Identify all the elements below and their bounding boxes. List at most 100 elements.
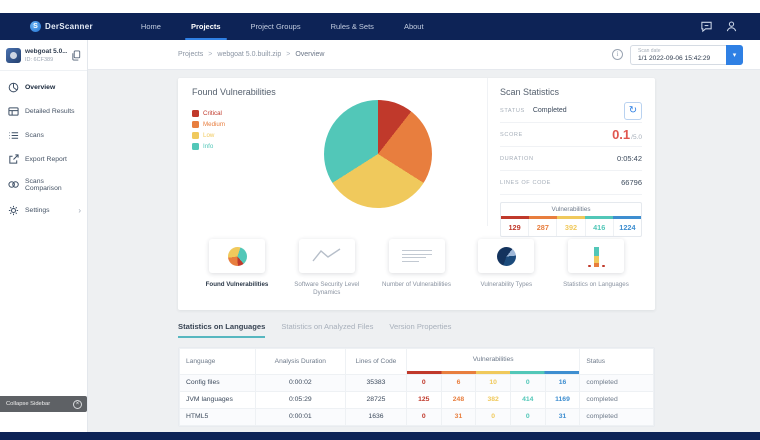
nav-item-about[interactable]: About: [403, 22, 424, 31]
top-strip: [0, 0, 760, 13]
content-area: Projects > webgoat 5.0.built.zip > Overv…: [88, 40, 760, 432]
found-vulnerabilities-pie-chart[interactable]: [324, 100, 432, 208]
status-row: STATUS Completed ↻: [500, 99, 642, 123]
line-chart-icon: [312, 248, 341, 262]
total-count: 1224: [612, 219, 641, 236]
breadcrumb: Projects > webgoat 5.0.built.zip > Overv…: [178, 51, 325, 58]
footer-strip: [0, 432, 760, 440]
list-lines-icon: [401, 250, 432, 262]
scan-statistics-panel: Scan Statistics STATUS Completed ↻ SCORE…: [487, 78, 655, 237]
sidebar-item-scans-comparison[interactable]: Scans Comparison: [0, 171, 87, 198]
sidebar: webgoat 5.0.... ID: 6CF389 Overview: [0, 40, 88, 432]
detailed-results-icon: [8, 106, 19, 117]
statistics-tabs: Statistics on Languages Statistics on An…: [178, 322, 655, 338]
sidebar-item-settings[interactable]: Settings ›: [0, 198, 87, 222]
tab-version-properties[interactable]: Version Properties: [389, 321, 452, 331]
medium-swatch: [192, 121, 199, 128]
collapse-sidebar-icon[interactable]: ×: [73, 399, 82, 409]
overview-icon: [8, 82, 19, 93]
card-statistics-on-languages[interactable]: Statistics on Languages: [555, 239, 637, 298]
language-cell: Config files: [179, 373, 256, 392]
breadcrumb-bar: Projects > webgoat 5.0.built.zip > Overv…: [88, 40, 760, 70]
card-found-vulnerabilities[interactable]: Found Vulnerabilities: [196, 239, 278, 298]
card-number-of-vulnerabilities[interactable]: Number of Vulnerabilities: [376, 239, 458, 298]
sidebar-item-scans[interactable]: Scans: [0, 123, 87, 147]
nav-item-projects[interactable]: Projects: [185, 13, 227, 40]
status-cell: completed: [579, 390, 654, 409]
info-swatch: [192, 143, 199, 150]
legend-item-critical[interactable]: Critical: [192, 110, 487, 117]
info-icon[interactable]: i: [612, 49, 623, 60]
vulnerabilities-summary-table: Vulnerabilities 129 287 392 416 1224: [500, 202, 642, 237]
table-row-html5: HTML5 0:00:01 1636 0 31 0 0 31 completed: [179, 407, 654, 426]
scan-date-value: 1/1 2022-09-06 15:42:29: [638, 54, 711, 62]
pie-chart-icon: [227, 246, 247, 266]
critical-swatch: [192, 110, 199, 117]
breadcrumb-current-page: Overview: [295, 51, 325, 58]
copy-project-id-icon[interactable]: [71, 48, 82, 61]
medium-count: 287: [528, 219, 556, 236]
scan-date-label: Scan date: [638, 47, 661, 54]
main-nav: Home Projects Project Groups Rules & Set…: [141, 13, 700, 40]
sidebar-item-export-report[interactable]: Export Report: [0, 147, 87, 171]
project-id: ID: 6CF389: [25, 57, 54, 63]
breadcrumb-separator: >: [208, 51, 213, 58]
project-header: webgoat 5.0.... ID: 6CF389: [0, 40, 87, 71]
sidebar-item-detailed-results[interactable]: Detailed Results: [0, 99, 87, 123]
settings-gear-icon: [8, 205, 19, 216]
col-header-vulnerabilities: Vulnerabilities: [405, 347, 581, 375]
legend-item-low[interactable]: Low: [192, 132, 487, 139]
language-cell: HTML5: [179, 407, 256, 426]
col-header-analysis-duration: Analysis Duration: [254, 347, 347, 375]
info-count: 416: [584, 219, 613, 236]
tab-statistics-on-languages[interactable]: Statistics on Languages: [178, 322, 266, 338]
languages-statistics-table: Language Analysis Duration Lines of Code…: [178, 346, 655, 427]
sidebar-menu: Overview Detailed Results Scans: [0, 71, 87, 222]
duration-row: DURATION 0:05:42: [500, 147, 642, 171]
card-vulnerability-types[interactable]: Vulnerability Types: [465, 239, 547, 298]
vulnerabilities-summary-header: Vulnerabilities: [551, 206, 591, 213]
table-row-jvm-languages: JVM languages 0:05:29 28725 125 248 382 …: [179, 390, 654, 409]
legend-item-medium[interactable]: Medium: [192, 121, 487, 128]
navbar: S DerScanner Home Projects Project Group…: [0, 13, 760, 40]
card-software-security-level-dynamics[interactable]: Software Security Level Dynamics: [286, 239, 368, 298]
duration-value: 0:05:42: [616, 154, 642, 163]
status-value: Completed: [532, 107, 567, 114]
widget-selector-row: Found Vulnerabilities Software Security …: [178, 226, 655, 310]
stacked-bar-chart-icon: [587, 245, 605, 267]
severity-gradient-bar: [406, 370, 580, 374]
language-cell: JVM languages: [179, 390, 256, 409]
nav-item-rules-sets[interactable]: Rules & Sets: [330, 22, 374, 31]
table-row-config-files: Config files 0:00:02 35383 0 6 10 0 16 c…: [179, 373, 654, 392]
nav-item-home[interactable]: Home: [140, 22, 161, 31]
navbar-actions: [700, 13, 738, 40]
scan-date-field[interactable]: Scan date 1/1 2022-09-06 15:42:29: [630, 44, 726, 65]
export-report-icon: [8, 153, 19, 165]
logo-icon: S: [30, 21, 41, 32]
breadcrumb-project[interactable]: webgoat 5.0.built.zip: [217, 51, 282, 58]
content-column: Found Vulnerabilities Critical Medium: [178, 70, 655, 427]
collapse-sidebar-button[interactable]: Collapse Sidebar ×: [0, 396, 87, 412]
user-account-icon[interactable]: [725, 20, 738, 33]
scans-icon: [8, 130, 19, 141]
breadcrumb-projects[interactable]: Projects: [178, 51, 204, 58]
feedback-chat-icon[interactable]: [700, 20, 713, 33]
scan-statistics-title: Scan Statistics: [500, 87, 560, 97]
legend-item-info[interactable]: Info: [192, 143, 487, 150]
nav-item-project-groups[interactable]: Project Groups: [250, 22, 301, 31]
chevron-down-icon: ▾: [732, 51, 737, 59]
sidebar-item-overview[interactable]: Overview: [0, 75, 87, 99]
score-value: 0.1: [612, 127, 631, 142]
scan-date-control: i Scan date 1/1 2022-09-06 15:42:29 ▾: [612, 44, 743, 65]
dark-pie-chart-icon: [496, 246, 516, 266]
project-name: webgoat 5.0....: [25, 48, 67, 55]
rescan-button[interactable]: ↻: [624, 101, 642, 120]
scan-date-dropdown-button[interactable]: ▾: [726, 44, 743, 65]
app-logo[interactable]: S DerScanner: [30, 13, 93, 40]
tab-statistics-on-analyzed-files[interactable]: Statistics on Analyzed Files: [281, 321, 374, 331]
status-cell: completed: [579, 407, 654, 426]
logo-text: DerScanner: [45, 22, 93, 31]
score-row: SCORE 0.1/5.0: [500, 123, 642, 147]
low-swatch: [192, 132, 199, 139]
